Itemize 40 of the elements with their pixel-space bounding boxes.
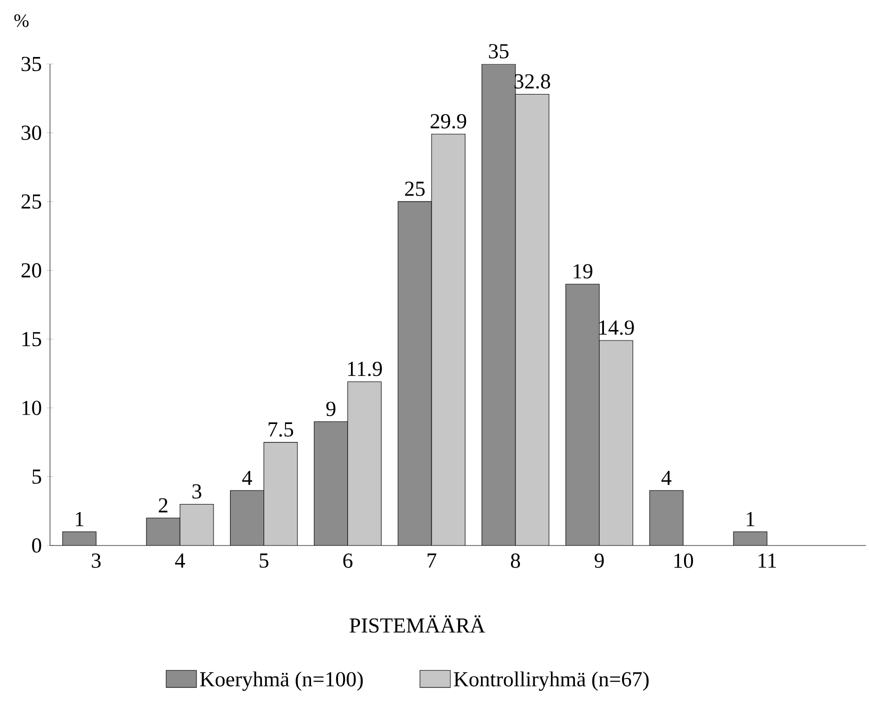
x-tick-label: 7: [428, 554, 436, 568]
x-axis-title: PISTEMÄÄRÄ: [350, 615, 486, 633]
x-tick-label: 8: [510, 554, 520, 568]
x-tick-label: 10: [674, 554, 694, 568]
x-tick-label: 6: [343, 554, 352, 568]
bar: [348, 382, 382, 546]
bar: [599, 340, 634, 546]
x-tick-label: 3: [92, 554, 101, 568]
data-label: 4: [242, 470, 252, 485]
y-tick-label: 0: [32, 538, 42, 553]
data-label: 9: [326, 402, 336, 416]
legend-label: Kontrolliryhmä (n=67): [454, 671, 649, 691]
data-label: 25: [405, 182, 425, 196]
x-tick-label: 5: [260, 554, 268, 568]
y-tick-label: 30: [22, 126, 42, 140]
y-axis-title: %: [14, 14, 29, 27]
data-label: 1: [746, 512, 754, 526]
data-label: 3: [192, 484, 202, 499]
x-tick-label: 4: [175, 554, 185, 568]
bar: [432, 134, 466, 546]
bar: [264, 442, 298, 546]
data-label: 7.5: [268, 422, 294, 437]
bar: [515, 94, 549, 546]
bar: [180, 504, 214, 546]
legend-label: Koeryhmä (n=100): [200, 671, 363, 691]
y-tick-label: 25: [22, 194, 42, 209]
data-label: 35: [489, 44, 509, 58]
y-tick-label: 20: [22, 263, 42, 278]
data-label: 2: [158, 498, 168, 512]
y-tick-label: 15: [22, 332, 42, 346]
y-tick-label: 35: [22, 56, 42, 72]
data-label: 29.9: [430, 114, 466, 129]
data-label: 1: [76, 512, 84, 526]
data-label: 19: [574, 264, 592, 278]
x-tick-label: 11: [758, 554, 776, 568]
x-tick-label: 9: [594, 554, 604, 568]
y-tick-label: 5: [32, 470, 42, 484]
data-label: 11.9: [348, 362, 382, 376]
data-label: 4: [661, 470, 672, 485]
y-tick-label: 10: [22, 400, 42, 416]
